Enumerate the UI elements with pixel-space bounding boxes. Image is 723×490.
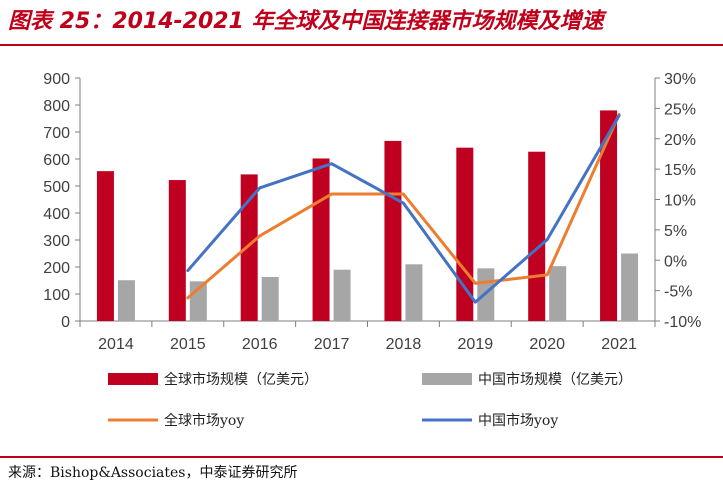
china-market-bar — [405, 264, 423, 321]
left-tick-label: 500 — [43, 179, 70, 196]
global-market-bar — [384, 140, 402, 321]
bottom-rule — [0, 456, 723, 458]
global-market-bar — [312, 158, 330, 321]
legend-label: 中国市场yoy — [478, 412, 558, 429]
global-yoy-line — [186, 112, 621, 300]
x-tick-label: 2014 — [98, 336, 134, 353]
x-tick-label: 2021 — [601, 336, 637, 353]
x-tick-label: 2017 — [314, 336, 350, 353]
global-market-bar — [168, 180, 186, 321]
global-market-bar — [96, 171, 114, 321]
china-market-bar — [117, 280, 135, 321]
global-market-bar — [600, 110, 618, 322]
left-tick-label: 100 — [43, 287, 70, 304]
china-market-bar — [333, 269, 351, 321]
chart: 0 100 200 300 400 500 600 700 800 900 -10% -5% 0% 5% 1… — [43, 71, 701, 429]
x-tick-label: 2015 — [170, 336, 206, 353]
axes: 0 100 200 300 400 500 600 700 800 900 -10% -5% 0% 5% 1… — [43, 71, 701, 353]
right-tick-label: -10% — [664, 314, 701, 331]
right-tick-label: 15% — [664, 162, 696, 179]
china-market-bar — [621, 253, 639, 321]
china-yoy-line — [186, 114, 621, 304]
title-rule — [0, 44, 723, 46]
left-tick-label: 700 — [43, 125, 70, 142]
left-tick-label: 200 — [43, 260, 70, 277]
global-market-bar — [240, 174, 258, 321]
x-tick-label: 2019 — [458, 336, 494, 353]
left-tick-label: 800 — [43, 98, 70, 115]
legend-label: 全球市场yoy — [164, 412, 244, 429]
chart-title: 图表 25：2014-2021 年全球及中国连接器市场规模及增速 — [8, 9, 604, 34]
source-note: 来源：Bishop&Associates，中泰证券研究所 — [8, 465, 298, 481]
right-tick-label: 20% — [664, 132, 696, 149]
x-tick-label: 2018 — [386, 336, 422, 353]
legend-swatch — [108, 373, 158, 385]
left-tick-label: 400 — [43, 206, 70, 223]
lines — [186, 112, 621, 304]
legend-label: 中国市场规模（亿美元） — [478, 371, 632, 388]
bars — [96, 110, 639, 322]
x-tick-label: 2020 — [529, 336, 565, 353]
left-tick-label: 300 — [43, 233, 70, 250]
left-tick-label: 0 — [61, 314, 70, 331]
china-market-bar — [549, 266, 567, 321]
right-tick-label: 10% — [664, 193, 696, 210]
right-tick-label: 0% — [664, 253, 687, 270]
global-market-bar — [528, 151, 546, 321]
x-tick-label: 2016 — [242, 336, 278, 353]
right-tick-label: 5% — [664, 223, 687, 240]
left-tick-label: 600 — [43, 152, 70, 169]
left-tick-label: 900 — [43, 71, 70, 88]
legend-swatch — [422, 373, 472, 385]
china-market-bar — [261, 276, 279, 321]
right-tick-label: 25% — [664, 101, 696, 118]
legend-label: 全球市场规模（亿美元） — [164, 371, 318, 388]
legend: 全球市场规模（亿美元） 中国市场规模（亿美元） 全球市场yoy 中国市场yoy — [108, 371, 632, 429]
right-tick-label: -5% — [664, 284, 692, 301]
right-tick-label: 30% — [664, 71, 696, 88]
